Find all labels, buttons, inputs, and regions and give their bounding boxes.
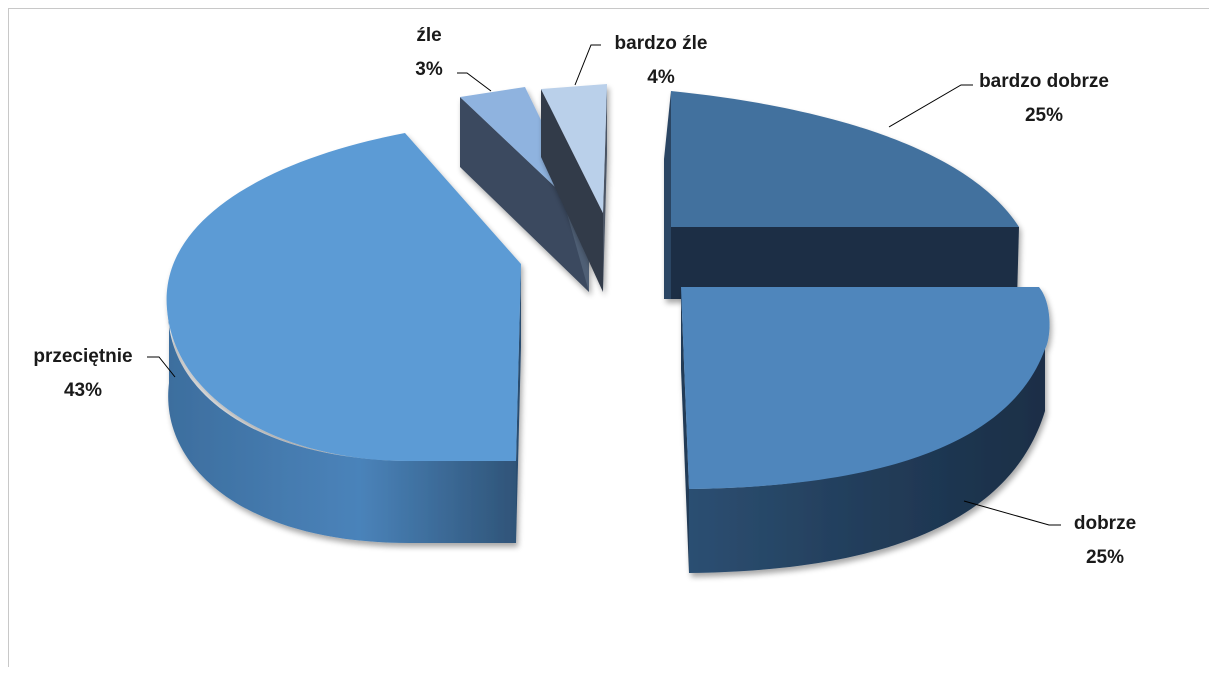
slice-bardzo-dobrze-side <box>671 227 1019 299</box>
value-zle: 3% <box>415 59 443 80</box>
slice-przecietnie <box>166 133 522 543</box>
value-bardzo-zle: 4% <box>647 67 675 88</box>
slice-przecietnie-side <box>168 299 516 543</box>
leader-line-dobrze <box>963 500 1061 526</box>
slice-bardzo-zle-side-right <box>603 85 607 292</box>
slice-zle-side-left <box>460 97 589 292</box>
slice-bardzo-zle-side-left <box>541 89 603 292</box>
value-przecietnie: 43% <box>64 380 102 401</box>
leader-line-bardzo-zle <box>574 44 601 86</box>
slice-bardzo-zle-top <box>541 84 607 213</box>
leader-line-zle <box>457 72 492 92</box>
slice-dobrze-wall <box>681 287 689 573</box>
slice-dobrze-top <box>681 287 1050 489</box>
label-zle: źle <box>416 25 441 46</box>
value-bardzo-dobrze: 25% <box>1025 105 1063 126</box>
slice-bardzo-dobrze-top <box>671 91 1019 227</box>
slice-dobrze-side <box>689 327 1045 573</box>
label-dobrze: dobrze <box>1074 513 1136 534</box>
leader-line-przecietnie <box>147 356 176 378</box>
label-bardzo-dobrze: bardzo dobrze <box>979 71 1109 92</box>
slice-przecietnie-top <box>166 133 522 461</box>
pie-chart: bardzo dobrze 25% dobrze 25% przeciętnie… <box>33 25 1136 573</box>
leader-line-bardzo-dobrze <box>888 84 973 128</box>
slice-bardzo-dobrze-wall <box>664 91 671 299</box>
slice-dobrze <box>681 287 1050 573</box>
chart-area: bardzo dobrze 25% dobrze 25% przeciętnie… <box>8 8 1209 667</box>
slice-bardzo-dobrze <box>664 91 1019 299</box>
label-bardzo-zle: bardzo źle <box>615 33 708 54</box>
value-dobrze: 25% <box>1086 547 1124 568</box>
slice-przecietnie-inner-wall <box>516 264 521 543</box>
label-przecietnie: przeciętnie <box>33 346 132 367</box>
slice-bardzo-zle <box>541 84 607 292</box>
